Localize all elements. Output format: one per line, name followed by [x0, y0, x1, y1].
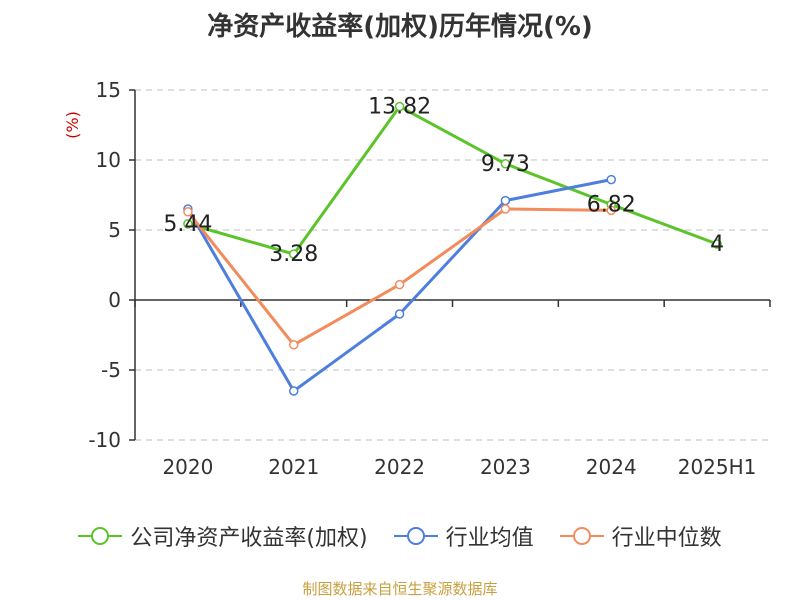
x-tick-label: 2021 [268, 455, 319, 479]
x-tick-label: 2023 [480, 455, 531, 479]
data-point [606, 174, 616, 185]
legend-item[interactable]: 行业中位数 [559, 520, 722, 552]
legend-item[interactable]: 行业均值 [393, 520, 534, 552]
series-line [186, 207, 612, 347]
legend-item[interactable]: 公司净资产收益率(加权) [78, 520, 368, 552]
data-label: 4 [710, 232, 724, 257]
y-tick-label: 10 [96, 148, 121, 172]
data-label: 13.82 [368, 95, 431, 120]
data-point [289, 249, 299, 259]
data-point [394, 309, 405, 319]
legend-label: 行业中位数 [611, 526, 722, 551]
legend-marker-icon [78, 527, 123, 545]
y-axis-label: (%) [63, 111, 82, 139]
y-tick-label: -10 [88, 428, 121, 452]
legend-label: 行业均值 [445, 526, 534, 551]
data-point [394, 279, 405, 290]
legend-marker-icon [393, 527, 438, 545]
y-tick-label: 15 [96, 78, 121, 102]
legend: 公司净资产收益率(加权) 行业均值 行业中位数 [0, 518, 800, 554]
x-tick-label: 2022 [374, 455, 425, 479]
data-label: 9.73 [481, 152, 530, 177]
source-note: 制图数据来自恒生聚源数据库 [302, 580, 498, 598]
data-point [394, 101, 405, 112]
data-label: 5.44 [163, 212, 212, 237]
label-layer: 5.44 3.28 13.82 9.73 6.82 4 [163, 95, 724, 268]
x-tick-label: 2024 [586, 455, 637, 479]
data-point [500, 195, 511, 206]
legend-marker-icon [559, 527, 604, 545]
x-tick-label: 2025H1 [678, 455, 757, 479]
axis-layer: 15 10 5 0 -5 -10 2020 2021 2022 2023 2024 2025H1 (%) [63, 78, 771, 479]
series-layer [183, 101, 722, 396]
x-tick-label: 2020 [162, 455, 213, 479]
series-line [187, 105, 718, 256]
data-point [289, 386, 299, 396]
data-point [183, 207, 193, 217]
data-point [606, 205, 616, 216]
chart-title: 净资产收益率(加权)历年情况(%) [207, 12, 593, 42]
data-label: 3.28 [269, 242, 318, 267]
data-point [289, 340, 299, 350]
y-tick-label: -5 [101, 358, 121, 382]
data-point [712, 239, 722, 249]
data-label: 6.82 [587, 193, 636, 218]
y-tick-label: 5 [108, 218, 121, 242]
data-point [500, 159, 511, 169]
data-point [183, 219, 193, 229]
legend-label: 公司净资产收益率(加权) [130, 526, 368, 551]
grid-layer [135, 89, 770, 441]
data-point [500, 204, 511, 214]
y-tick-label: 0 [108, 288, 121, 312]
